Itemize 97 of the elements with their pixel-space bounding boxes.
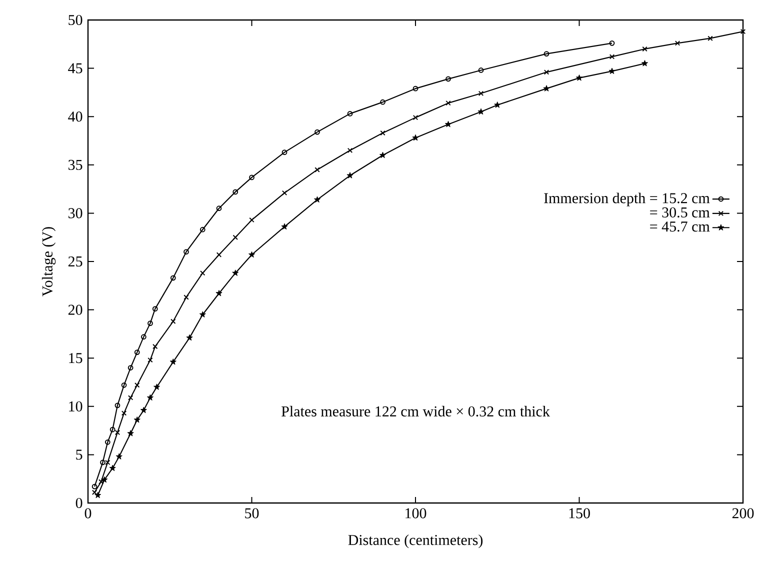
annotation: Plates measure 122 cm wide × 0.32 cm thick (282, 406, 550, 417)
point (114, 402, 120, 408)
point (134, 382, 140, 388)
point (314, 167, 320, 172)
point (347, 111, 353, 116)
point (121, 382, 127, 388)
point (642, 46, 648, 52)
y-tick-label: 25 (68, 256, 82, 267)
point (478, 68, 484, 73)
point (609, 54, 615, 60)
point (216, 252, 222, 258)
point (314, 129, 320, 135)
x-tick-label: 0 (84, 508, 92, 518)
point (446, 76, 451, 82)
point (109, 464, 116, 472)
point (478, 108, 484, 115)
point (544, 51, 550, 56)
point (128, 365, 134, 370)
y-tick-label: 0 (76, 498, 82, 508)
point (674, 40, 680, 46)
point (708, 36, 713, 41)
point (232, 270, 239, 276)
y-tick-label: 30 (68, 208, 82, 218)
point (116, 453, 122, 460)
point (170, 358, 176, 365)
point (170, 275, 176, 281)
point (249, 217, 254, 223)
y-tick-label: 20 (68, 304, 82, 315)
x-axis-title: Distance (centimeters) (348, 534, 483, 548)
point (314, 196, 321, 203)
point (216, 206, 222, 212)
point (576, 74, 583, 81)
point (170, 318, 176, 324)
y-tick-label: 10 (69, 401, 82, 412)
point (608, 68, 616, 74)
x-tick-label: 150 (569, 508, 590, 518)
point (200, 226, 206, 232)
point (152, 306, 158, 312)
legend-label: Immersion depth = 15.2 cm (544, 192, 710, 206)
point (104, 439, 110, 445)
point (232, 234, 238, 240)
point (232, 189, 238, 195)
point (412, 134, 419, 141)
point (216, 290, 222, 296)
point (641, 60, 648, 66)
point (148, 357, 153, 363)
point (128, 395, 134, 400)
point (444, 120, 452, 128)
point (152, 344, 158, 350)
y-tick-label: 35 (68, 160, 82, 170)
point (140, 406, 147, 414)
point (153, 384, 160, 390)
point (184, 249, 189, 255)
legend-label: = 45.7 cm (650, 222, 710, 232)
point (347, 148, 353, 154)
point (282, 150, 288, 156)
point (248, 251, 256, 258)
y-tick-label: 5 (76, 450, 82, 460)
point (184, 294, 189, 300)
point (186, 334, 193, 341)
point (121, 410, 127, 416)
point (110, 426, 116, 432)
y-tick-label: 15 (69, 353, 82, 364)
point (446, 100, 451, 106)
point (346, 172, 354, 178)
point (379, 152, 386, 158)
y-axis-title: Voltage (V) (42, 227, 56, 296)
point (94, 492, 102, 498)
x-tick-label: 50 (245, 508, 259, 518)
point (380, 99, 386, 105)
point (494, 102, 501, 108)
y-tick-label: 40 (68, 112, 82, 122)
point (412, 114, 418, 120)
point (249, 174, 254, 180)
point (543, 85, 550, 92)
point (412, 86, 418, 92)
legend-label: = 30.5 cm (650, 207, 710, 218)
x-tick-label: 100 (406, 508, 426, 518)
point (98, 479, 104, 484)
y-tick-label: 50 (68, 14, 82, 26)
x-tick-label: 200 (732, 508, 754, 518)
point (134, 350, 140, 355)
point (140, 334, 146, 340)
point (199, 311, 206, 318)
point (200, 270, 206, 276)
point (127, 430, 134, 436)
point (544, 70, 550, 75)
point (148, 320, 153, 326)
point (101, 476, 108, 483)
point (281, 223, 288, 230)
point (282, 190, 288, 196)
point (478, 90, 484, 96)
point (134, 416, 140, 423)
y-tick-label: 45 (68, 63, 82, 74)
point (146, 394, 154, 401)
point (380, 130, 386, 136)
point (114, 430, 120, 436)
